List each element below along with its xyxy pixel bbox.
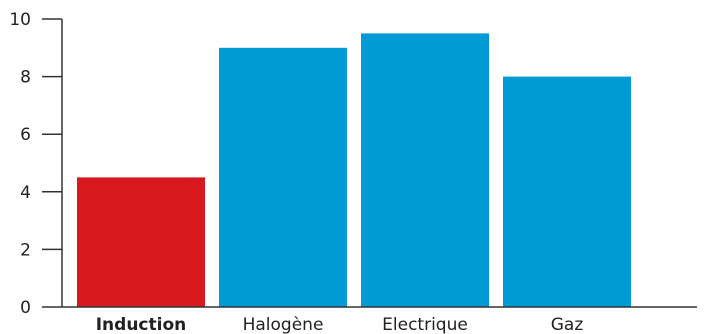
bar-electrique — [361, 33, 489, 308]
y-tick-label: 2 — [20, 240, 31, 260]
x-category-label: Induction — [96, 315, 187, 334]
y-tick-label: 10 — [9, 10, 31, 30]
bars — [77, 33, 631, 308]
y-tick-label: 0 — [20, 298, 31, 318]
bar-gaz — [503, 76, 631, 307]
y-tick-label: 4 — [20, 183, 31, 203]
x-category-label: Halogène — [243, 315, 324, 334]
x-category-label: Electrique — [382, 315, 468, 334]
x-category-label: Gaz — [551, 315, 584, 334]
bar-halogène — [219, 47, 347, 308]
y-tick-label: 6 — [20, 125, 31, 145]
x-axis: Induction Halogène Electrique Gaz — [62, 306, 697, 334]
y-axis: 0 2 4 6 8 10 — [9, 10, 63, 318]
bar-induction — [77, 177, 205, 307]
y-tick-label: 8 — [20, 68, 31, 88]
